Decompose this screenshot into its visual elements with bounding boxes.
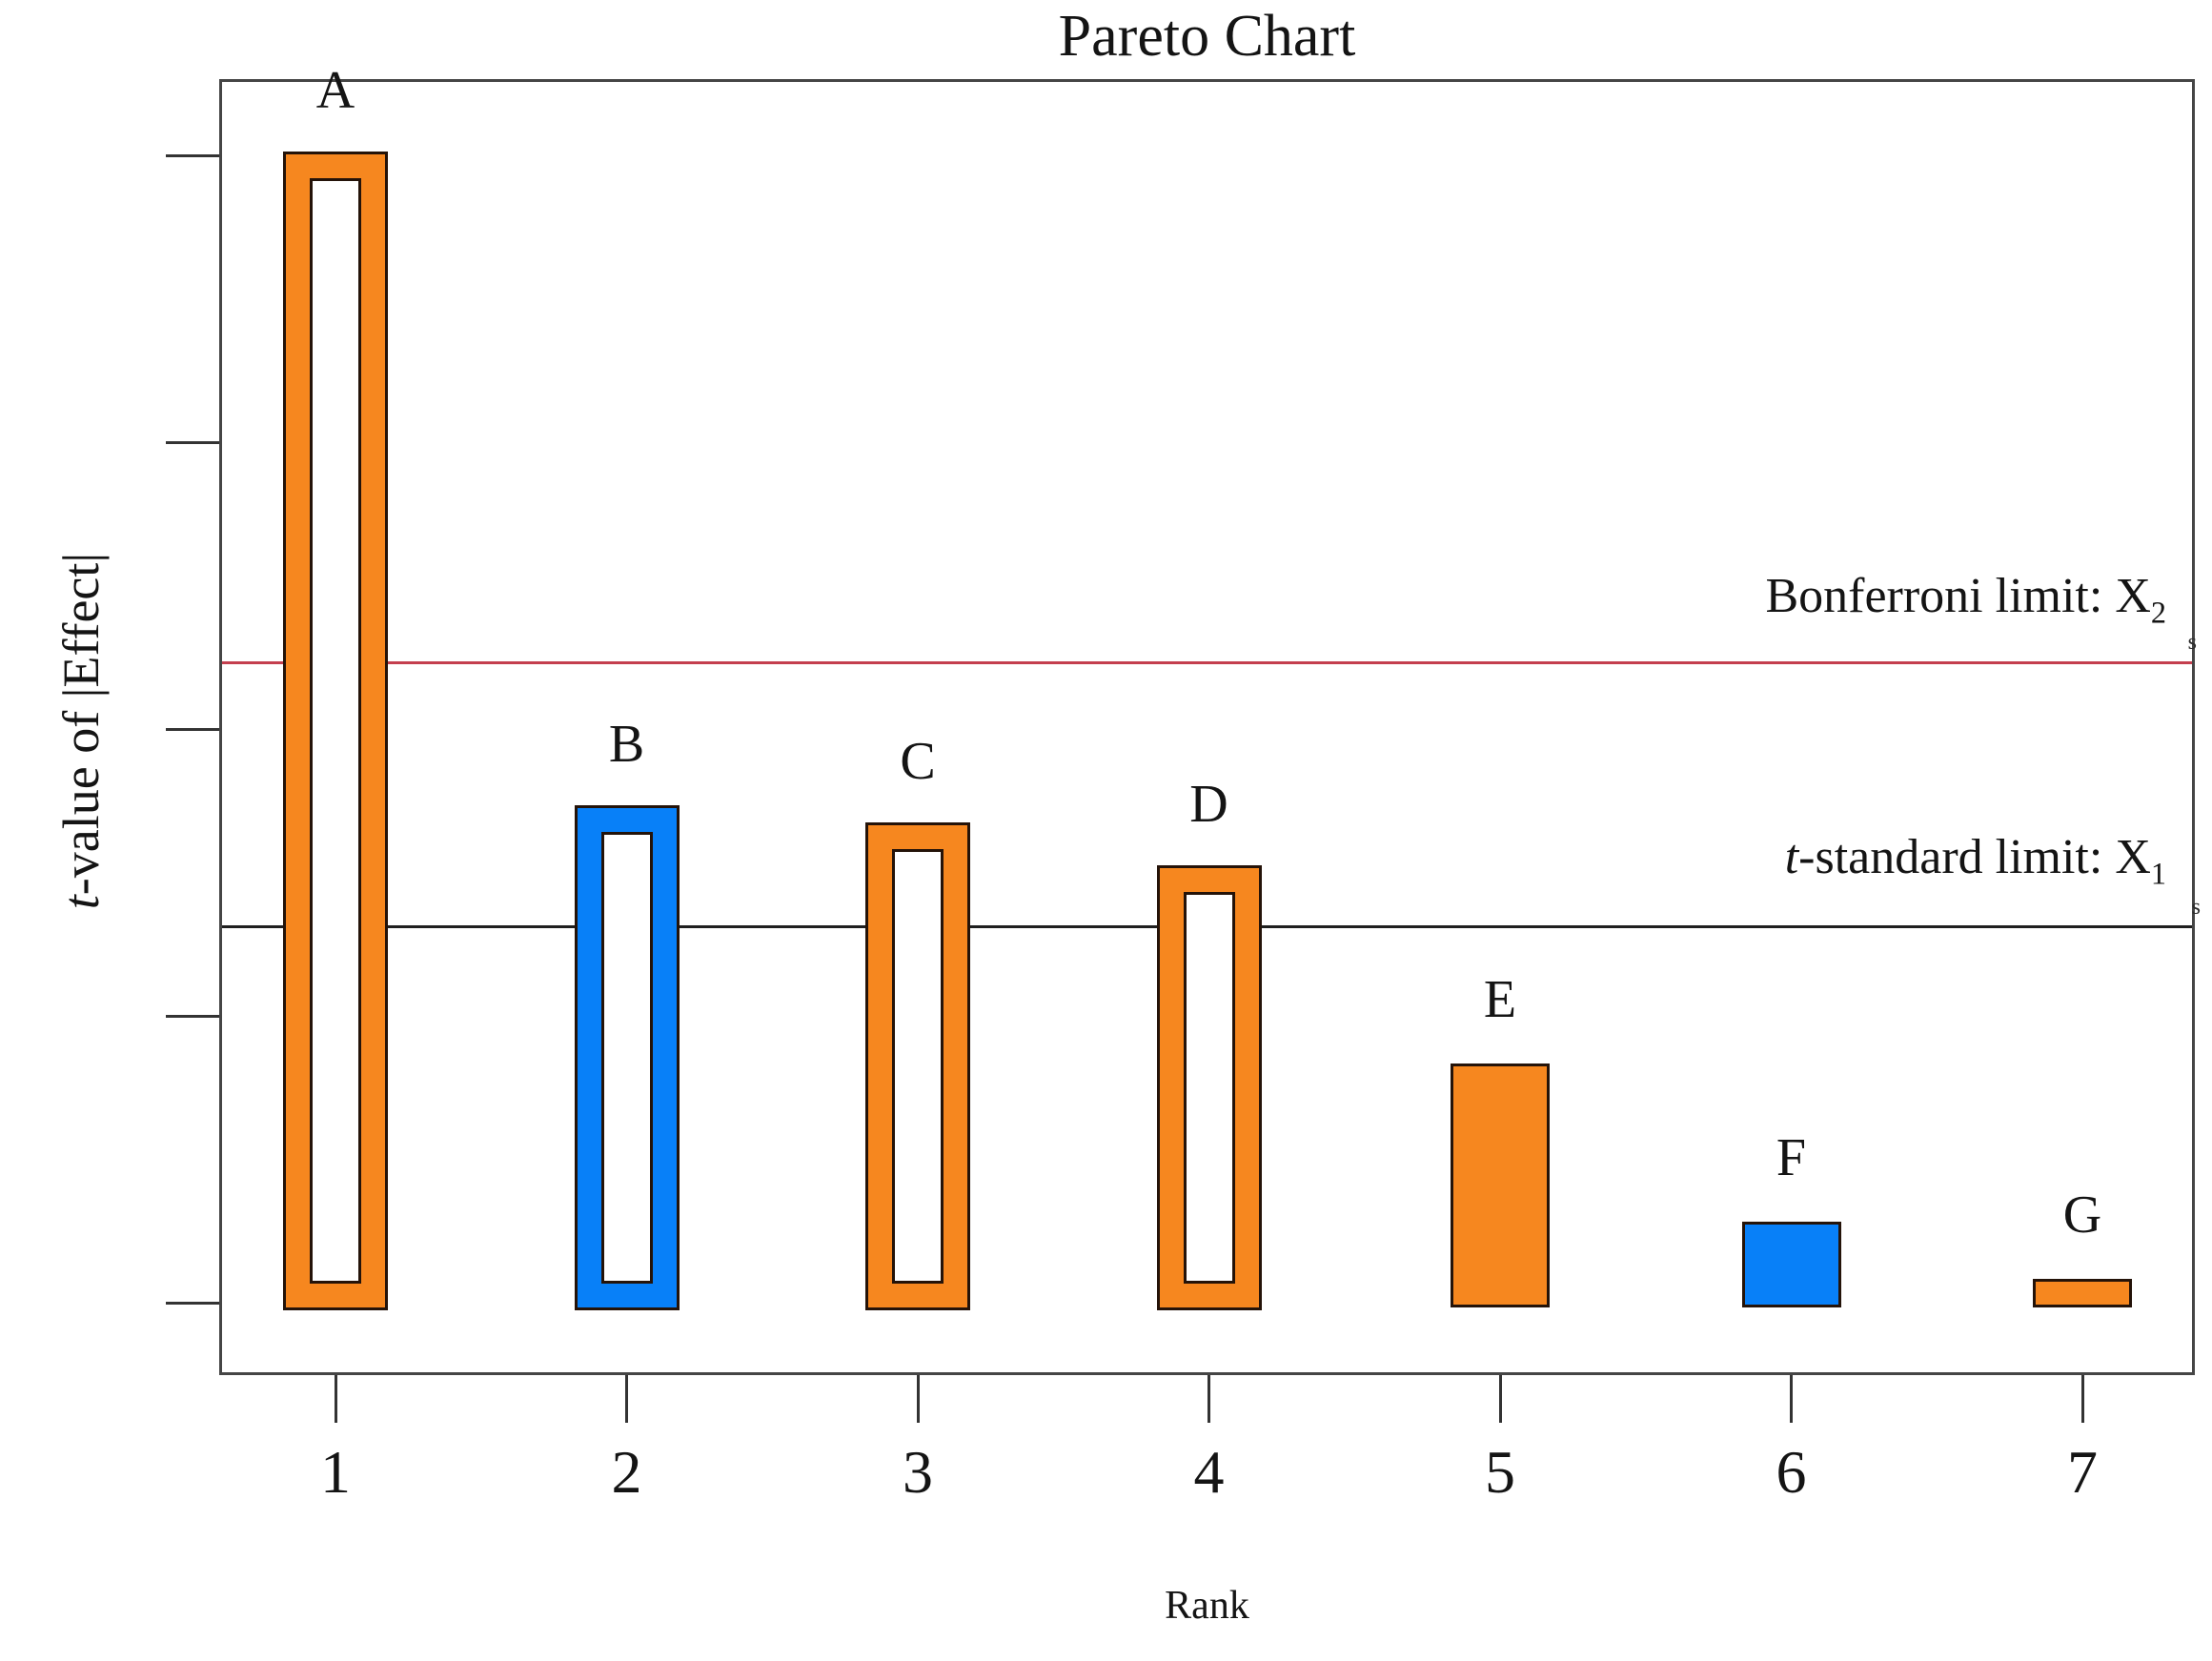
- bonferroni-limit-text: Bonferroni limit: X: [1765, 569, 2151, 623]
- x-tick-label-3: 3: [903, 1438, 933, 1506]
- bar-B: [577, 808, 677, 1307]
- bar-C-hollow-interior: [892, 849, 944, 1284]
- x-axis-label: Rank: [1165, 1584, 1249, 1628]
- y-axis-tick: [166, 728, 219, 731]
- y-axis-label-text: -value of |Effect|: [52, 552, 110, 896]
- bar-label-B: B: [608, 715, 645, 775]
- bar-C: [868, 825, 967, 1307]
- x-tick-label-4: 4: [1193, 1438, 1225, 1506]
- t-standard-limit-subscript: 1: [2150, 856, 2166, 891]
- bar-label-C: C: [900, 732, 936, 792]
- bar-label-A: A: [315, 60, 355, 120]
- y-axis-tick: [166, 1015, 219, 1018]
- x-axis-tick: [1498, 1375, 1502, 1423]
- reference-line-bonferroni: [222, 660, 2192, 664]
- x-axis-tick: [625, 1375, 628, 1423]
- bar-E: [1451, 1063, 1550, 1307]
- x-tick-label-5: 5: [1485, 1438, 1515, 1506]
- right-edge-mark-t-standard: s: [2191, 895, 2201, 920]
- bar-B-hollow-interior: [600, 832, 653, 1284]
- y-axis-tick: [166, 1302, 219, 1305]
- bonferroni-limit-subscript: 2: [2150, 595, 2166, 630]
- y-axis-tick: [166, 441, 219, 444]
- bar-F: [1741, 1221, 1841, 1307]
- t-standard-limit-annotation: t-standard limit: X1: [1785, 829, 2166, 891]
- bar-label-E: E: [1483, 970, 1517, 1030]
- t-standard-limit-text: -standard limit: X: [1798, 830, 2151, 884]
- x-tick-label-7: 7: [2067, 1438, 2098, 1506]
- bar-A: [286, 153, 385, 1307]
- right-edge-mark-bonferroni: s: [2187, 630, 2197, 655]
- x-axis-tick: [916, 1375, 920, 1423]
- bar-label-D: D: [1189, 775, 1228, 835]
- x-tick-label-6: 6: [1776, 1438, 1807, 1506]
- y-axis-label-italic-t: t: [52, 895, 110, 910]
- y-axis-label: t-value of |Effect|: [52, 407, 110, 1055]
- x-axis-tick: [334, 1375, 337, 1423]
- bar-G: [2033, 1278, 2132, 1307]
- y-axis-tick: [166, 154, 219, 157]
- bar-label-F: F: [1776, 1127, 1807, 1187]
- bonferroni-limit-annotation: Bonferroni limit: X2: [1765, 568, 2166, 630]
- x-axis-tick: [2080, 1375, 2084, 1423]
- x-tick-label-2: 2: [611, 1438, 642, 1506]
- x-axis-tick: [1790, 1375, 1793, 1423]
- bar-D-hollow-interior: [1183, 892, 1235, 1284]
- chart-title: Pareto Chart: [1058, 4, 1356, 69]
- t-standard-italic-t: t: [1784, 830, 1799, 884]
- bar-D: [1159, 868, 1259, 1307]
- bar-A-hollow-interior: [310, 177, 361, 1284]
- bar-label-G: G: [2062, 1185, 2102, 1245]
- x-axis-tick: [1207, 1375, 1210, 1423]
- x-tick-label-1: 1: [320, 1438, 351, 1506]
